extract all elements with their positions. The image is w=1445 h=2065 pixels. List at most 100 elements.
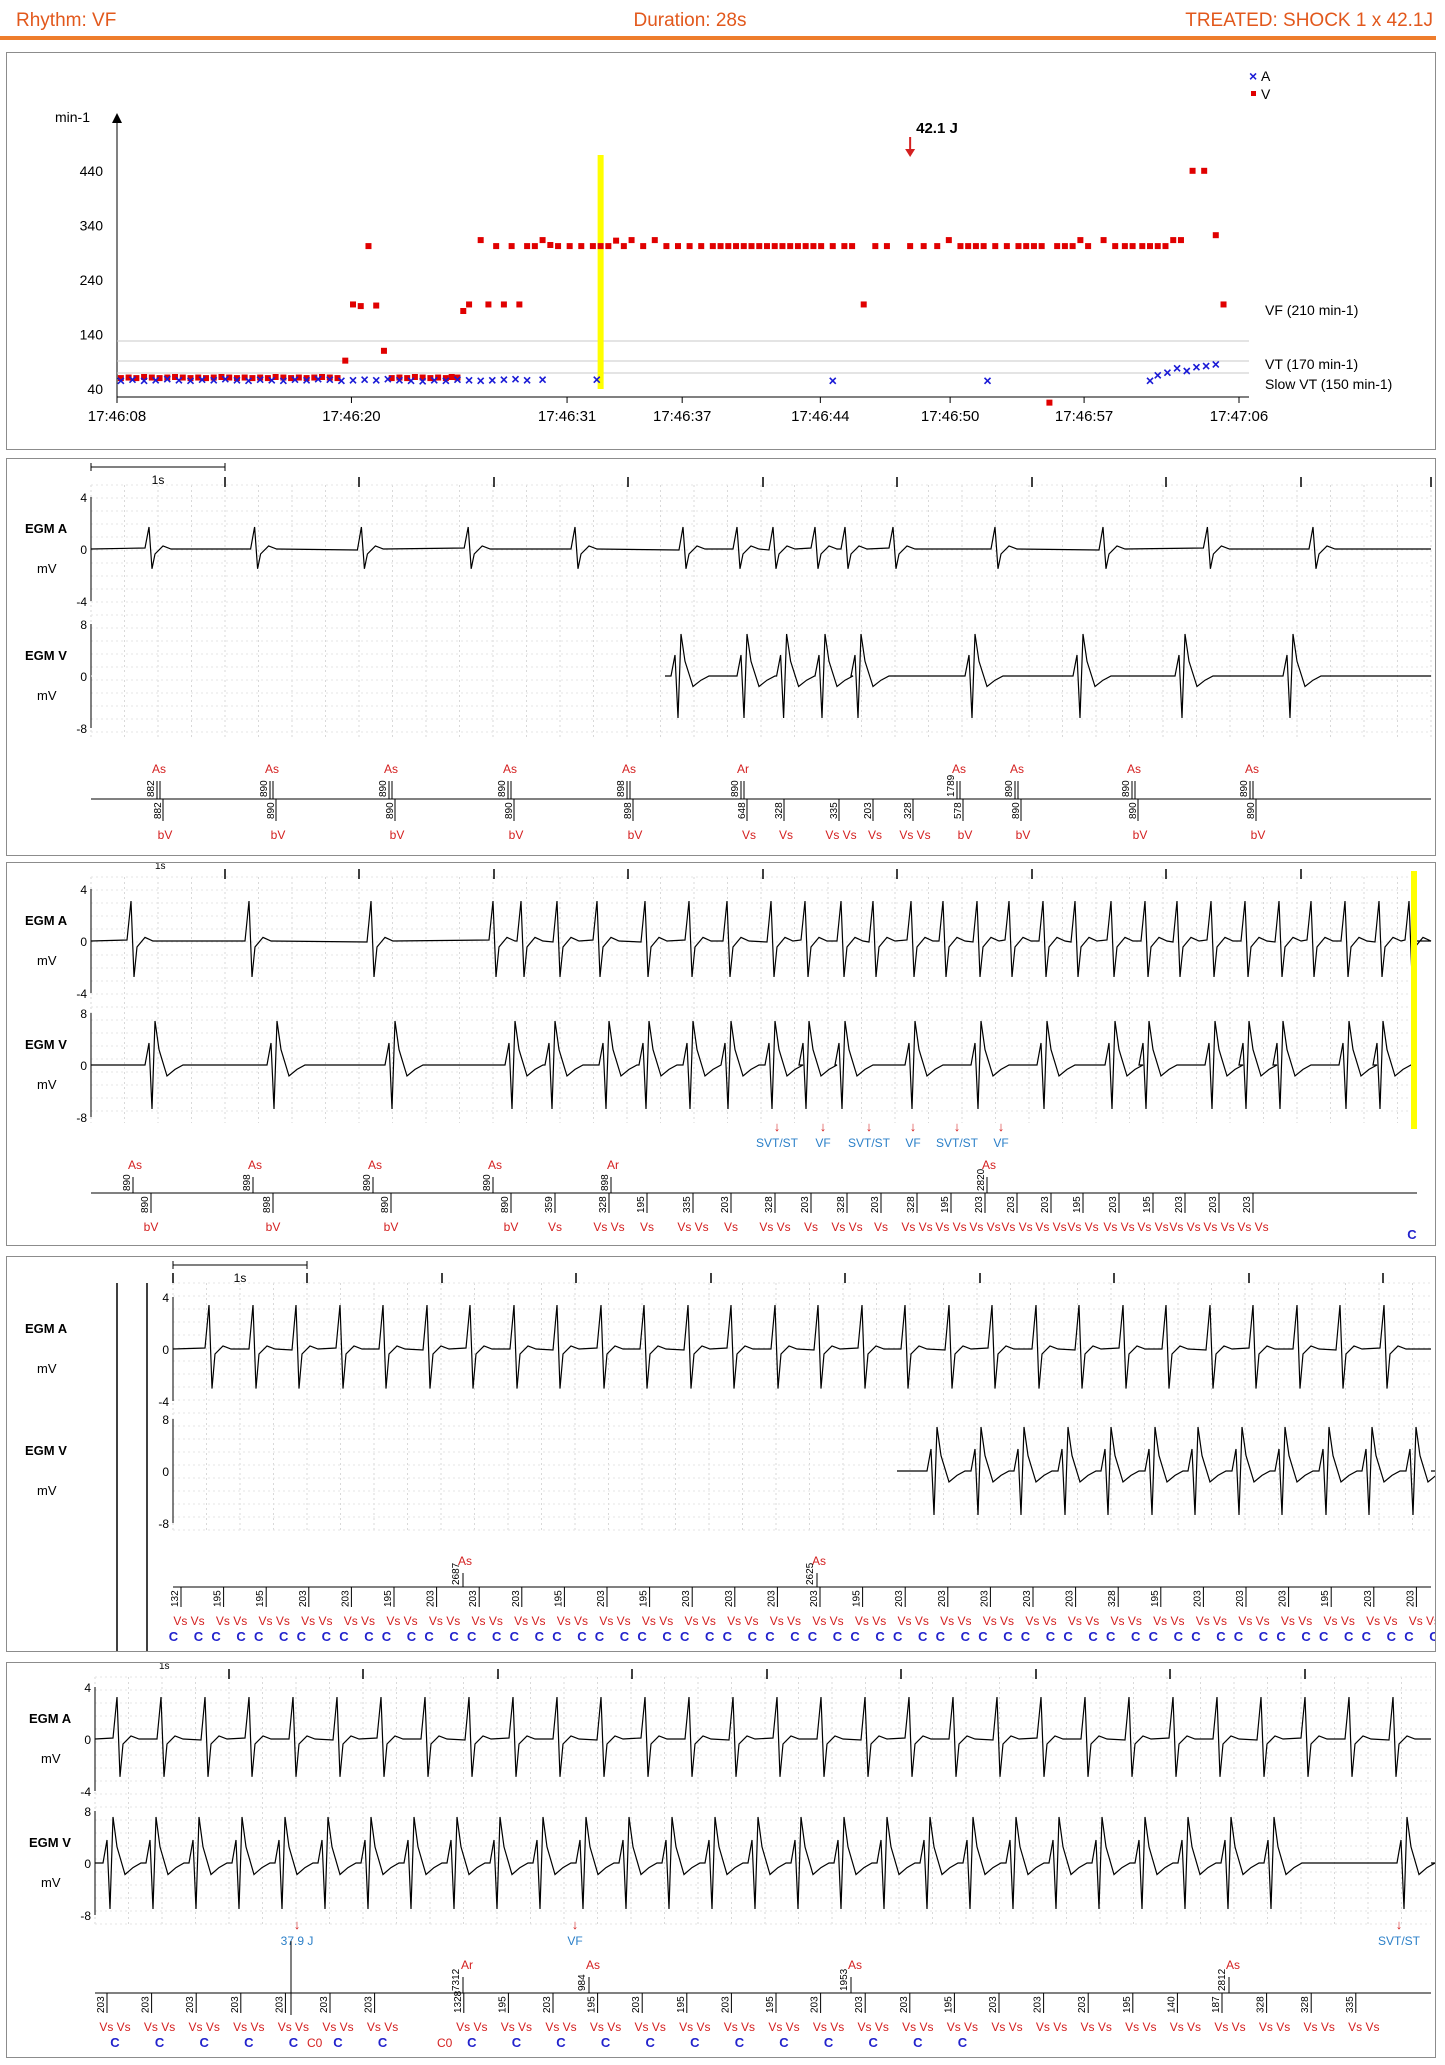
- marker-v-label: Vs Vs: [825, 828, 856, 842]
- marker-v-label: Vs: [724, 1220, 738, 1234]
- v-point: [1054, 243, 1061, 250]
- v-point: [992, 243, 999, 250]
- v-point: [605, 243, 612, 250]
- v-point: [640, 243, 647, 250]
- v-point: [1046, 399, 1053, 406]
- marker-v-interval: 203: [1065, 1590, 1076, 1607]
- x-tick-label: 17:46:37: [653, 408, 711, 425]
- a-point: [233, 376, 241, 384]
- egm-strip-4: 1s 4 0 -4 8 0 -8 EGM A mV EGM V mV ↓ 37.9 J ↓ VF ↓ SVT/S…: [29, 1663, 1435, 2050]
- v-point: [907, 243, 914, 250]
- marker-v-label: Vs Vs: [259, 1614, 290, 1628]
- marker-v-label: bV: [144, 1220, 159, 1234]
- marker-a-label: As: [982, 1158, 996, 1172]
- marker-v-label: Vs Vs: [344, 1614, 375, 1628]
- marker-v-label: Vs Vs: [855, 1614, 886, 1628]
- v-point: [794, 243, 801, 250]
- sensing-label: C: [601, 2035, 611, 2050]
- marker-v-interval: 328: [598, 1196, 609, 1213]
- therapy-arrow: ↓: [1396, 1917, 1403, 1932]
- a-point: [500, 376, 508, 384]
- v-point: [1077, 237, 1084, 244]
- x-tick-label: 17:46:31: [538, 408, 596, 425]
- marker-v-interval: 890: [1011, 802, 1022, 819]
- marker-v-label: Vs Vs: [590, 2020, 621, 2034]
- egm-strip-1: 1s 4 0 -4 8 0 -8 EGM A mV EGM V mV As 882 bV 882 As 890 b…: [25, 463, 1432, 842]
- marker-v-interval: 203: [511, 1590, 522, 1607]
- marker-v-label: Vs Vs: [545, 2020, 576, 2034]
- marker-v-label: Vs Vs: [99, 2020, 130, 2034]
- header-accent-bar: [0, 36, 1436, 40]
- a-point: [372, 376, 380, 384]
- egm-v-unit: mV: [37, 1077, 57, 1092]
- v-point: [1015, 243, 1022, 250]
- sensing-label: C: [556, 2035, 566, 2050]
- marker-v-interval: 203: [631, 1996, 642, 2013]
- sensing-label: C C: [978, 1629, 1018, 1644]
- sensing-label: C C: [1362, 1629, 1402, 1644]
- sensing-label: C C: [169, 1629, 209, 1644]
- v-point: [686, 243, 693, 250]
- a-point: [395, 376, 403, 384]
- v-point: [404, 375, 411, 382]
- marker-a-interval: 898: [600, 1174, 611, 1191]
- marker-v-interval: 890: [1128, 802, 1139, 819]
- marker-v-label: Vs Vs: [685, 1614, 716, 1628]
- a-point: [430, 376, 438, 384]
- egm-a-tick: 0: [162, 1343, 169, 1357]
- sensing-label: C C: [467, 1629, 507, 1644]
- v-point: [357, 303, 364, 310]
- v-point: [663, 243, 670, 250]
- v-point: [179, 374, 186, 381]
- marker-v-label: Vs Vs: [599, 1614, 630, 1628]
- egm-panel-2: 1s 4 0 -4 8 0 -8 EGM A mV EGM V mV ↓ SVT/ST ↓ VF ↓ SVT/S…: [6, 862, 1436, 1246]
- legend-v-label: V: [1261, 86, 1271, 102]
- marker-v-interval: 328: [774, 802, 785, 819]
- marker-v-interval: 203: [1405, 1590, 1416, 1607]
- a-point: [511, 375, 520, 383]
- v-point: [725, 243, 732, 250]
- marker-v-label: Vs: [804, 1220, 818, 1234]
- a-point: [488, 376, 496, 384]
- marker-v-interval: 1328: [453, 1990, 464, 2013]
- egm-a-unit: mV: [37, 953, 57, 968]
- v-point: [589, 243, 596, 250]
- egm-a-tick: 4: [80, 883, 87, 897]
- zone-label: VF (210 min-1): [1265, 302, 1358, 318]
- sensing-label: C C: [808, 1629, 848, 1644]
- legend-a-marker: ×: [1249, 68, 1257, 84]
- a-point: [453, 376, 462, 384]
- marker-a-label: As: [503, 762, 517, 776]
- egm-v-label: EGM V: [25, 1443, 67, 1458]
- sensing-label: C: [512, 2035, 522, 2050]
- a-point: [1202, 362, 1210, 370]
- marker-v-label: Vs Vs: [1348, 2020, 1379, 2034]
- marker-v-interval: 132: [170, 1590, 181, 1607]
- marker-v-interval: 195: [639, 1590, 650, 1607]
- sensing-label: C: [958, 2035, 968, 2050]
- marker-a-interval: 1789: [946, 774, 957, 797]
- sensing-label: C C: [893, 1629, 933, 1644]
- marker-v-label: Vs Vs: [902, 2020, 933, 2034]
- v-point: [164, 374, 171, 381]
- a-point: [314, 375, 322, 383]
- marker-v-interval: 578: [953, 802, 964, 819]
- marker-v-interval: 203: [1235, 1590, 1246, 1607]
- v-point: [1085, 243, 1092, 250]
- x-tick-label: 17:46:08: [88, 408, 146, 425]
- v-point: [148, 374, 155, 381]
- a-point: [419, 377, 427, 385]
- marker-a-label: As: [622, 762, 636, 776]
- marker-v-label: Vs Vs: [472, 1614, 503, 1628]
- marker-v-interval: 140: [1166, 1996, 1177, 2013]
- v-point: [350, 301, 357, 308]
- a-point: [152, 376, 160, 384]
- marker-v-label: bV: [1133, 828, 1148, 842]
- therapy-marker-label: SVT/ST: [1378, 1934, 1421, 1948]
- marker-v-label: Vs Vs: [367, 2020, 398, 2034]
- marker-a-interval: 890: [482, 1174, 493, 1191]
- v-point: [380, 347, 387, 354]
- v-point: [460, 308, 467, 314]
- v-point: [1177, 237, 1184, 244]
- egm-v-tick: 0: [162, 1465, 169, 1479]
